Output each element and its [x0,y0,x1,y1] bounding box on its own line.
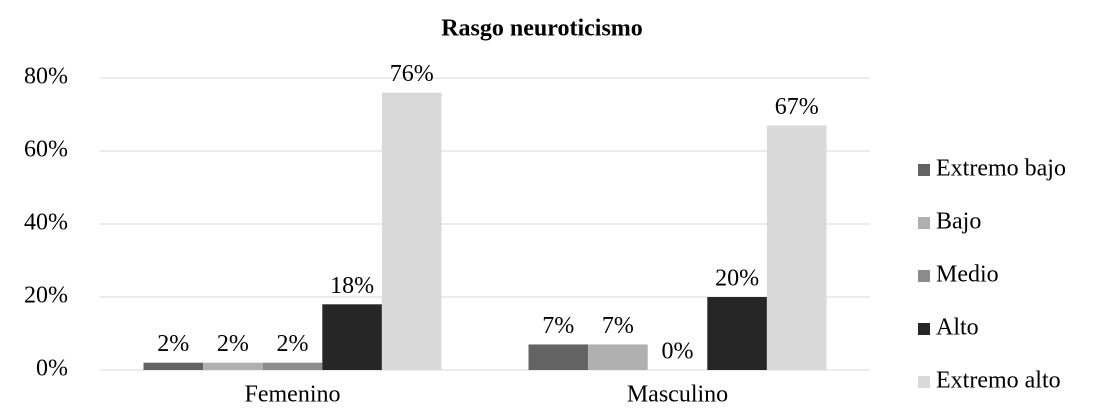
data-label: 2% [157,331,189,357]
data-label: 7% [602,313,634,339]
legend-label: Extremo bajo [936,156,1066,182]
x-tick-label: Masculino [627,382,728,408]
bar [707,297,767,370]
legend-swatch [918,376,930,388]
bar [766,125,827,370]
legend-label: Extremo alto [936,368,1061,394]
y-tick-label: 60% [24,137,68,163]
y-tick-label: 20% [24,283,68,309]
legend-label: Alto [936,315,979,341]
data-label: 67% [775,94,819,120]
chart-title: Rasgo neuroticismo [441,16,643,42]
bar [262,362,323,370]
data-label: 76% [390,61,434,87]
bar [322,304,382,370]
legend-swatch [918,164,930,176]
bar [143,362,204,370]
data-label: 20% [715,266,759,292]
bar [528,344,589,370]
y-tick-label: 80% [24,64,68,90]
legend-swatch [918,217,930,229]
bar [203,362,263,370]
x-tick-label: Femenino [245,382,341,408]
data-label: 0% [662,339,694,365]
bar [588,344,648,370]
data-label: 2% [277,331,309,357]
bar [381,92,442,370]
legend-swatch [918,270,930,282]
data-label: 7% [542,313,574,339]
y-tick-label: 40% [24,210,68,236]
legend-swatch [918,323,930,335]
y-tick-label: 0% [36,356,68,382]
legend-label: Medio [936,262,999,288]
data-label: 18% [330,273,374,299]
data-label: 2% [217,331,249,357]
legend-label: Bajo [936,209,981,235]
